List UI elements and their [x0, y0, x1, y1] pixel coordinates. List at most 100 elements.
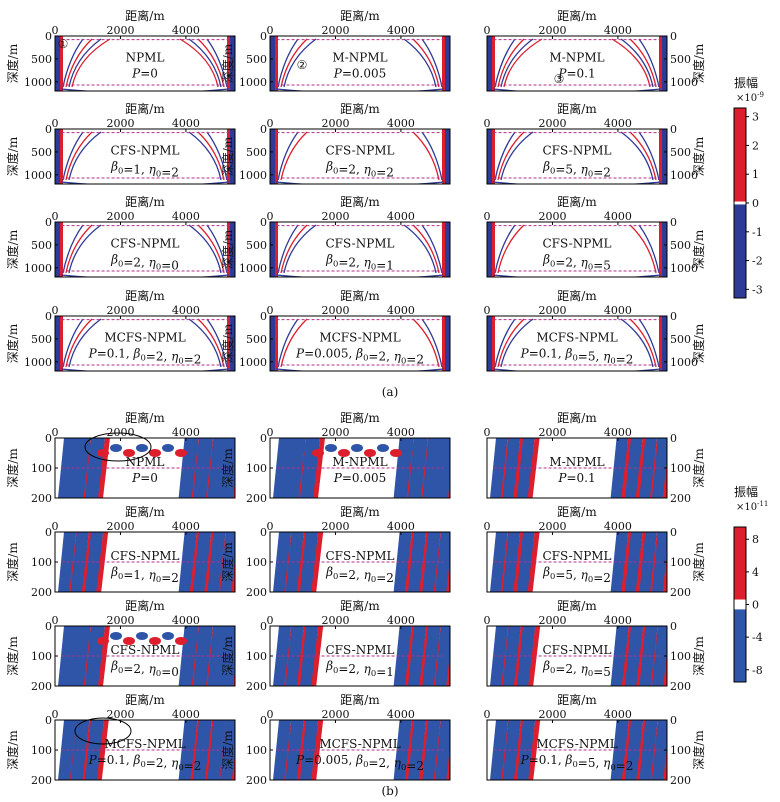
panel-method-label: CFS-NPML	[110, 144, 179, 158]
x-tick-label: 4000	[387, 117, 415, 130]
panel-params-label: β0=5, η0=2	[542, 160, 611, 180]
boundary-positive-band	[60, 316, 63, 371]
wavefield	[487, 36, 667, 91]
y-tick-label: 1000	[670, 169, 698, 182]
colorbar-exponent: ×10-11	[736, 500, 768, 513]
x-tick-label: 0	[484, 614, 491, 627]
x-axis-label: 距离/m	[340, 504, 380, 519]
x-tick-label: 2000	[321, 24, 349, 37]
panel-method-label: CFS-NPML	[542, 643, 611, 657]
x-tick-label: 4000	[387, 614, 415, 627]
x-tick-label: 4000	[604, 426, 632, 439]
wavefront-arc-left	[500, 131, 534, 181]
marker-label: ①	[58, 37, 69, 51]
wavefront-arc-right	[412, 38, 440, 88]
y-tick-label: 200	[670, 680, 691, 693]
boundary-negative-band	[661, 36, 667, 91]
x-tick-label: 4000	[604, 24, 632, 37]
colorbar-tick-label: -2	[752, 255, 763, 268]
panel-a-7: 距离/m 0 2000 4000 0 500 1000 深度/m CFS-NPML β0=2, η…	[5, 194, 236, 278]
y-axis-label: 深度/m	[5, 136, 20, 176]
boundary-positive-band	[60, 36, 63, 91]
y-tick-label: 500	[246, 239, 267, 252]
x-tick-label: 2000	[106, 24, 134, 37]
y-axis-label: 深度/m	[220, 323, 235, 363]
wavefront-arc-right	[620, 318, 654, 368]
wavefront-arc-right	[412, 318, 440, 368]
y-tick-label: 0	[45, 216, 52, 229]
y-tick-label: 100	[670, 744, 691, 757]
boundary-positive-band	[442, 129, 445, 184]
boundary-positive-band	[492, 316, 495, 371]
wave-band-negative	[639, 532, 657, 592]
y-tick-label: 0	[670, 526, 677, 539]
wavefront-arc-right	[412, 131, 440, 181]
boundary-positive-band	[60, 222, 63, 277]
y-tick-label: 500	[246, 53, 267, 66]
colorbar-tick-label: 0	[752, 599, 759, 612]
panel-frame	[54, 35, 236, 92]
panel-background	[55, 222, 235, 277]
y-tick-label: 0	[45, 714, 52, 727]
panel-b-8: 距离/m 0 2000 4000 0 100 200 深度/m CFS-NPML β0=2, η0…	[220, 598, 451, 693]
panel-set-caption: (b)	[381, 784, 398, 798]
wavefront-arc-right	[412, 224, 440, 274]
x-tick-label: 0	[52, 210, 59, 223]
wavefront-arc-left	[497, 131, 525, 181]
panel-b-5: 距离/m 0 2000 4000 0 100 200 深度/m CFS-NPML β0=2, η0…	[220, 504, 451, 599]
panel-params-label: P=0.005	[333, 67, 387, 81]
wavefront-arc-left	[494, 318, 516, 368]
wavefront-arc-right	[629, 38, 657, 88]
panel-set-caption: (a)	[382, 385, 399, 399]
panel-frame	[54, 315, 236, 372]
y-axis-label: 深度/m	[220, 448, 235, 488]
panel-frame	[54, 128, 236, 185]
boundary-negative-band	[55, 222, 61, 277]
surface-lobe	[84, 444, 96, 452]
y-tick-label: 0	[260, 620, 267, 633]
wavefront-arc-right	[629, 131, 657, 181]
panel-background	[270, 36, 450, 91]
wavefront-arc-left	[280, 318, 308, 368]
y-tick-label: 0	[670, 310, 677, 323]
y-tick-label: 200	[31, 774, 52, 787]
x-tick-label: 0	[52, 426, 59, 439]
x-axis-label: 距离/m	[125, 692, 165, 707]
wavefront-arc-left	[280, 38, 308, 88]
x-tick-label: 0	[484, 708, 491, 721]
panel-b-7: 距离/m 0 2000 4000 0 100 200 深度/m CFS-NPML β0=2, η0…	[5, 598, 236, 693]
wavefront-arc-left	[68, 224, 102, 274]
wavefield	[58, 626, 235, 686]
x-axis-label: 距离/m	[557, 288, 597, 303]
surface-lobe	[97, 637, 109, 645]
boundary-negative-band	[487, 129, 493, 184]
surface-lobe	[136, 632, 148, 640]
panel-method-label: M-NPML	[332, 51, 387, 65]
panel-a-10: 距离/m 0 2000 4000 0 500 1000 深度/m MCFS-NPML P=0.1,…	[5, 288, 236, 372]
boundary-negative-band	[661, 129, 667, 184]
y-axis-label: 深度/m	[691, 448, 706, 488]
boundary-positive-band	[442, 316, 445, 371]
y-tick-label: 1000	[670, 356, 698, 369]
y-axis-label: 深度/m	[220, 229, 235, 269]
panel-params-label: P=0	[131, 67, 158, 81]
colorbar-negative	[734, 609, 746, 682]
y-tick-label: 200	[246, 774, 267, 787]
panel-method-label: MCFS-NPML	[536, 737, 617, 751]
x-axis-label: 距离/m	[125, 504, 165, 519]
colorbar: 8 4 0 -4 -8 振幅×10-11	[733, 484, 768, 683]
wave-band-positive	[446, 653, 450, 686]
y-axis-label: 深度/m	[691, 542, 706, 582]
panel-params-label: P=0	[131, 471, 158, 485]
panel-method-label: MCFS-NPML	[536, 331, 617, 345]
wavefront-arc-left	[65, 318, 93, 368]
wavefront-arc-right	[403, 224, 437, 274]
colorbar-tick-label: 2	[752, 139, 759, 152]
surface-lobe	[123, 449, 135, 457]
y-tick-label: 0	[260, 714, 267, 727]
boundary-negative-band	[229, 316, 235, 371]
x-axis-label: 距离/m	[557, 598, 597, 613]
panel-background	[487, 36, 667, 91]
